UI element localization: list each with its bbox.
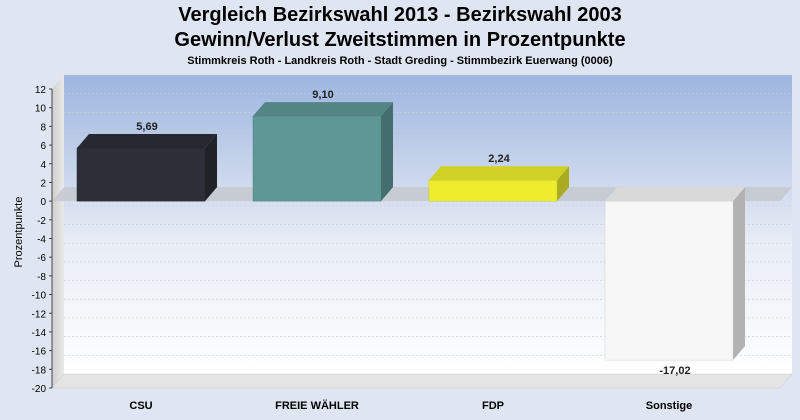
chart-caption: Stimmkreis Roth - Landkreis Roth - Stadt… (187, 55, 613, 67)
bar-side (557, 166, 569, 202)
x-tick-label: CSU (129, 400, 152, 412)
chart-subtitle: Gewinn/Verlust Zweitstimmen in Prozentpu… (174, 29, 626, 51)
bar-top (429, 166, 569, 181)
plot-left-wall (52, 75, 64, 388)
x-tick-label: FDP (482, 400, 504, 412)
bar (76, 147, 206, 202)
y-tick-label: 12 (35, 85, 47, 96)
y-axis-label: Prozentpunkte (13, 197, 25, 268)
y-tick-label: -20 (32, 384, 47, 395)
bar (604, 200, 734, 361)
bar (428, 179, 558, 202)
chart-title: Vergleich Bezirkswahl 2013 - Bezirkswahl… (178, 4, 622, 26)
y-tick-label: -6 (37, 253, 46, 264)
bar-side (381, 102, 393, 202)
y-tick-label: -14 (32, 328, 47, 339)
y-tick-label: 8 (40, 122, 46, 133)
data-label: 2,24 (488, 153, 510, 165)
y-axis: 12 10 8 6 4 2 0 -2 -4 -6 -8 -10 -12 -14 -16 -18 -20 (32, 85, 53, 395)
y-tick-label: 2 (40, 178, 46, 189)
data-label: -17,02 (659, 365, 690, 377)
bars (76, 102, 745, 361)
zero-plane (52, 187, 792, 202)
plot-floor (51, 373, 793, 389)
y-tick-label: -12 (32, 309, 47, 320)
x-tick-label: FREIE WÄHLER (275, 399, 359, 412)
y-tick-label: -8 (37, 272, 46, 283)
y-tick-label: 6 (40, 141, 46, 152)
y-tick-label: -18 (32, 365, 47, 376)
bar-top (253, 102, 393, 117)
bar-top (77, 133, 217, 148)
bar (252, 115, 382, 202)
data-label: 5,69 (136, 121, 157, 133)
x-tick-label: Sonstige (646, 400, 692, 412)
bar-top (605, 187, 745, 202)
labels: 5,69 CSU 9,10 FREIE WÄHLER 2,24 FDP -17,02 Sons… (129, 89, 692, 412)
bar-side (733, 187, 745, 361)
data-label: 9,10 (312, 89, 333, 101)
bar-side (205, 133, 217, 202)
y-tick-label: 0 (40, 197, 46, 208)
y-tick-label: -4 (37, 235, 46, 246)
y-tick-label: -10 (32, 291, 47, 302)
y-tick-label: -2 (37, 216, 46, 227)
y-tick-label: -16 (32, 347, 47, 358)
y-tick-label: 4 (40, 160, 46, 171)
y-tick-label: 10 (35, 104, 47, 115)
